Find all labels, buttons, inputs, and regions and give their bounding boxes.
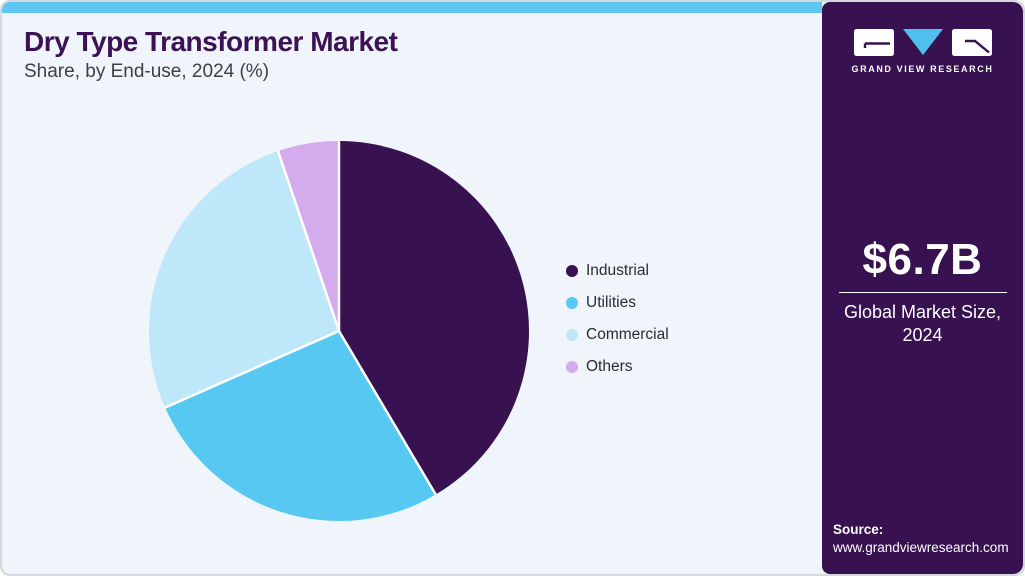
top-accent-bar [2,2,822,13]
gvr-logo: GRAND VIEW RESEARCH [822,28,1023,74]
page-title: Dry Type Transformer Market [24,26,398,57]
page-subtitle: Share, by End-use, 2024 (%) [24,61,270,83]
pie-slice-separator [337,330,437,496]
divider [838,292,1007,293]
chart-header: Dry Type Transformer Market Share, by En… [24,26,398,84]
legend-label: Commercial [586,326,669,344]
legend-label: Utilities [586,294,636,312]
logo-text: GRAND VIEW RESEARCH [851,64,994,74]
legend-item-industrial: Industrial [566,261,669,281]
source-block: Source: www.grandviewresearch.com [833,521,1009,557]
market-size-value: $6.7B [862,235,983,284]
chart-legend: Industrial Utilities Commercial Others [566,261,669,377]
legend-swatch-industrial [566,265,578,277]
source-label: Source: [833,521,884,537]
legend-item-commercial: Commercial [566,325,669,345]
legend-swatch-commercial [566,329,578,341]
pie-chart-svg [149,141,529,521]
pie-slice-separator [276,150,341,332]
legend-swatch-utilities [566,297,578,309]
legend-swatch-others [566,361,578,373]
brand-sidebar: GRAND VIEW RESEARCH $6.7B Global Market … [822,2,1023,574]
market-size-block: $6.7B Global Market Size, 2024 [822,238,1023,346]
legend-label: Others [586,358,633,376]
pie-chart [149,141,529,521]
gvr-logo-icon [853,29,992,56]
legend-item-utilities: Utilities [566,293,669,313]
pie-slice-industrial [339,141,529,495]
logo-triangle [902,29,943,55]
pie-slice-commercial [149,151,339,408]
legend-label: Industrial [586,262,649,280]
market-size-label: Global Market Size, 2024 [843,302,1002,345]
legend-item-others: Others [566,357,669,377]
source-url: www.grandviewresearch.com [833,539,1009,555]
pie-slice-separator [164,329,340,409]
